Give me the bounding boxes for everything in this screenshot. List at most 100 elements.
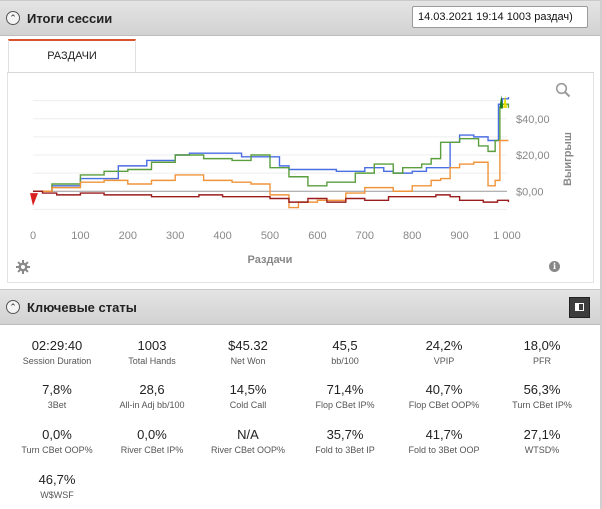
gear-icon[interactable] <box>15 259 31 275</box>
collapse-chevron-icon[interactable]: ⌃ <box>6 300 20 314</box>
stat-label: bb/100 <box>331 356 359 366</box>
stat-value: $45.32 <box>228 338 268 353</box>
stat-item: N/A River CBet OOP% <box>200 427 296 455</box>
stat-value: 02:29:40 <box>31 338 83 353</box>
stat-label: Flop CBet IP% <box>315 400 375 410</box>
stat-item: 41,7% Fold to 3Bet OOP <box>396 427 492 455</box>
end-marker-yellow <box>503 95 507 108</box>
zoom-icon[interactable] <box>555 82 571 98</box>
stat-value: 71,4% <box>326 382 364 397</box>
stat-item: 1003 Total Hands <box>104 338 200 366</box>
series-line-0 <box>33 97 510 192</box>
winnings-chart: $40,00 $20,00 $0,00 0 100 200 300 400 500 600 700 8… <box>7 73 594 283</box>
x-tick-label: 300 <box>166 230 184 242</box>
stat-value: 18,0% <box>523 338 561 353</box>
key-stats-panel: ⌃ Ключевые статы <box>0 289 602 509</box>
x-tick-label: 400 <box>213 230 231 242</box>
stat-value: 46,7% <box>38 472 76 487</box>
stat-item: 28,6 All-in Adj bb/100 <box>104 382 200 410</box>
stat-label: Flop CBet OOP% <box>408 400 480 410</box>
x-tick-label: 600 <box>308 230 326 242</box>
stat-label: Fold to 3Bet IP <box>315 445 375 455</box>
stat-item: 27,1% WTSD% <box>494 427 590 455</box>
stat-value: 35,7% <box>326 427 364 442</box>
tab-hands[interactable]: РАЗДАЧИ <box>8 39 136 72</box>
y-tick-label: $0,00 <box>516 186 544 198</box>
stat-value: 24,2% <box>425 338 463 353</box>
collapse-chevron-icon[interactable]: ⌃ <box>6 11 20 25</box>
stat-value: 41,7% <box>425 427 463 442</box>
stat-item: 02:29:40 Session Duration <box>9 338 105 366</box>
stat-item: 18,0% PFR <box>494 338 590 366</box>
session-dropdown-value: 14.03.2021 19:14 1003 раздач) <box>418 11 573 23</box>
x-tick-label: 0 <box>30 230 36 242</box>
tab-hands-label: РАЗДАЧИ <box>47 50 97 62</box>
session-summary-title: Итоги сессии <box>27 10 113 26</box>
stat-value: 1003 <box>137 338 167 353</box>
stat-label: Turn CBet IP% <box>512 400 572 410</box>
info-icon[interactable]: i <box>549 261 560 272</box>
stat-item: 24,2% VPIP <box>396 338 492 366</box>
stat-label: River CBet OOP% <box>210 445 286 455</box>
y-tick-label: $40,00 <box>516 114 550 126</box>
y-tick-label: $20,00 <box>516 150 550 162</box>
x-tick-label: 1 000 <box>493 230 521 242</box>
stat-label: Net Won <box>230 356 266 366</box>
session-dropdown[interactable]: 14.03.2021 19:14 1003 раздач) <box>412 6 588 28</box>
stat-item: 56,3% Turn CBet IP% <box>494 382 590 410</box>
stat-item: 40,7% Flop CBet OOP% <box>396 382 492 410</box>
stat-value: 40,7% <box>425 382 463 397</box>
x-axis-label: Раздачи <box>248 254 293 266</box>
stat-label: Cold Call <box>229 400 267 410</box>
x-tick-label: 100 <box>71 230 89 242</box>
stat-value: 14,5% <box>229 382 267 397</box>
stat-label: River CBet IP% <box>120 445 184 455</box>
stat-label: Fold to 3Bet OOP <box>408 445 480 455</box>
series-line-1 <box>33 103 510 192</box>
stat-item: $45.32 Net Won <box>200 338 296 366</box>
stat-item: 14,5% Cold Call <box>200 382 296 410</box>
expand-window-icon[interactable] <box>569 297 590 318</box>
series-line-3 <box>33 190 510 203</box>
stat-item: 0,0% River CBet IP% <box>104 427 200 455</box>
stat-item: 0,0% Turn CBet OOP% <box>9 427 105 455</box>
series-line-2 <box>33 139 509 209</box>
stat-value: 7,8% <box>42 382 72 397</box>
stat-label: Session Duration <box>22 356 92 366</box>
end-marker-green <box>499 95 504 108</box>
session-summary-header: ⌃ Итоги сессии 14.03.2021 19:14 1003 раз… <box>0 0 602 36</box>
stat-item: 71,4% Flop CBet IP% <box>297 382 393 410</box>
y-axis-label: Выигрыш <box>562 132 574 186</box>
stat-item: 45,5 bb/100 <box>297 338 393 366</box>
x-tick-label: 500 <box>261 230 279 242</box>
key-stats-title: Ключевые статы <box>27 299 137 315</box>
stat-value: 0,0% <box>42 427 72 442</box>
stat-label: 3Bet <box>47 400 67 410</box>
x-tick-label: 700 <box>356 230 374 242</box>
key-stats-header: ⌃ Ключевые статы <box>0 289 602 325</box>
stat-value: 27,1% <box>523 427 561 442</box>
stat-value: 45,5 <box>332 338 358 353</box>
stat-label: PFR <box>533 356 551 366</box>
stat-value: 28,6 <box>139 382 165 397</box>
stat-item: 35,7% Fold to 3Bet IP <box>297 427 393 455</box>
stat-label: All-in Adj bb/100 <box>119 400 185 410</box>
stat-label: WTSD% <box>524 445 560 455</box>
stat-label: W$WSF <box>40 490 74 500</box>
tab-bar: РАЗДАЧИ <box>7 38 594 73</box>
stat-value: N/A <box>237 427 259 442</box>
session-summary-panel: ⌃ Итоги сессии 14.03.2021 19:14 1003 раз… <box>0 0 602 283</box>
start-marker <box>30 193 38 206</box>
x-tick-label: 200 <box>119 230 137 242</box>
scrollbar-edge <box>600 0 602 509</box>
stat-label: VPIP <box>433 356 455 366</box>
stat-label: Turn CBet OOP% <box>21 445 93 455</box>
x-tick-label: 900 <box>450 230 468 242</box>
stat-label: Total Hands <box>128 356 176 366</box>
stat-value: 56,3% <box>523 382 561 397</box>
winnings-chart-svg: $40,00 $20,00 $0,00 0 100 200 300 400 500 600 700 8… <box>30 95 574 266</box>
stat-item: 7,8% 3Bet <box>9 382 105 410</box>
stat-item: 46,7% W$WSF <box>9 472 105 500</box>
x-tick-label: 800 <box>403 230 421 242</box>
stat-value: 0,0% <box>137 427 167 442</box>
